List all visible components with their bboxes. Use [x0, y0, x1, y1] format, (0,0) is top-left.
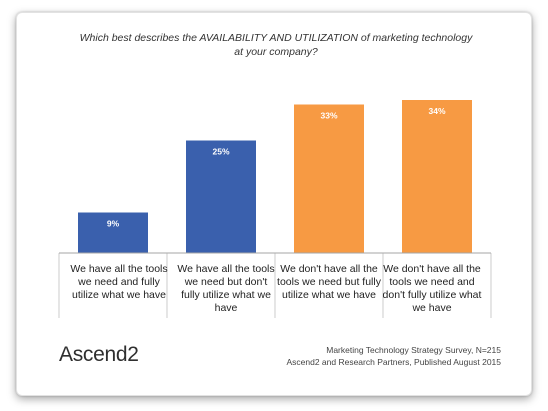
category-label-1: We have all the tools we need and fully … [70, 263, 168, 301]
category-label-2: We have all the tools we need but don't … [177, 263, 275, 314]
bar-4 [402, 100, 472, 253]
ascend2-logo: Ascend2 [59, 343, 139, 366]
bar-value-label-2: 25% [212, 147, 229, 157]
bar-1 [78, 212, 148, 253]
category-label-4: We don't have all the tools we need and … [382, 263, 482, 314]
chart-title: Which best describes the AVAILABILITY AN… [79, 32, 473, 58]
chart-card: Which best describes the AVAILABILITY AN… [16, 12, 532, 396]
bar-value-label-1: 9% [107, 219, 120, 229]
source-line-1: Marketing Technology Strategy Survey, N=… [326, 345, 501, 355]
bar-value-label-4: 34% [428, 106, 445, 116]
bar-2 [186, 140, 256, 253]
category-label-3: We don't have all the tools we need but … [277, 263, 381, 301]
source-note: Marketing Technology Strategy Survey, N=… [211, 344, 501, 368]
bar-value-label-3: 33% [320, 111, 337, 121]
source-line-2: Ascend2 and Research Partners, Published… [286, 357, 501, 367]
bar-chart: 9% 25% 33% 34% [58, 100, 492, 318]
bar-3 [294, 104, 364, 253]
